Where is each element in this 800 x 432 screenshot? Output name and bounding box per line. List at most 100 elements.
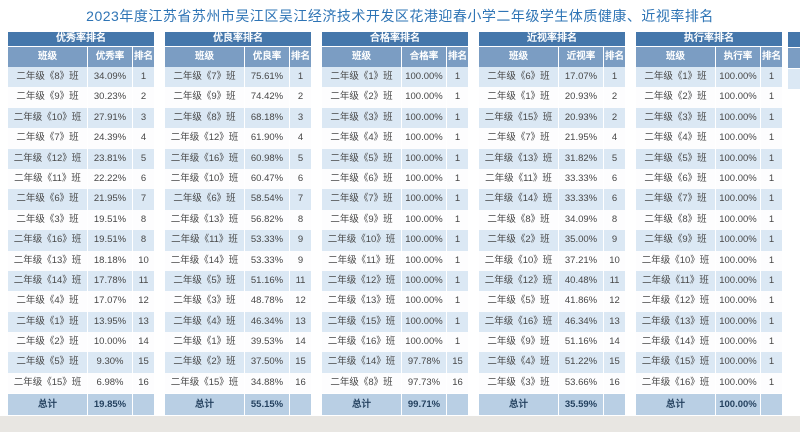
cell-class-name: 二年级《3》班 [322,107,402,129]
cell-rate-value: 48.78% [245,291,290,312]
cell-rate-value: 100.00% [402,87,447,108]
cell-rank-value: 9 [611,234,618,246]
table-row: 二年级《10》班 100.00% 1 [322,230,468,251]
table-title: 执行率排名 [636,32,782,47]
cell-rank-value: 16 [138,376,149,388]
cell-class-name: 二年级《11》班 [322,250,402,271]
cell-rate-value: 74.42% [245,87,290,108]
cell-rate-value: 51.22% [559,352,604,373]
table-row: 二年级《13》班 100.00% 1 [322,291,468,312]
cell-class-name: 二年级《4》班 [636,128,716,149]
cell-rank-value: 4 [140,132,147,144]
cell-rate-value: 97.73% [402,372,447,394]
table-row: 二年级《9》班 51.16% 14 [479,332,625,353]
table-row: 二年级《15》班 100.00% 1 [636,352,782,373]
table-row: 二年级《15》班 34.88% 16 [165,372,311,394]
cell-rate-value: 23.81% [88,148,133,169]
cell-rate-value: 100.00% [402,291,447,312]
cell-rate-value: 100.00% [402,332,447,353]
cell-rate-value: 21.95% [559,128,604,149]
cell-rank-value: 14 [609,336,620,348]
table-row: 二年级《15》班 100.00% 1 [322,311,468,333]
cell-rate-value: 100.00% [716,332,761,353]
cell-class-name: 二年级《13》班 [322,291,402,312]
cropped-table-row [788,69,800,89]
table-column-header-row: 班级 执行率 排名 [636,47,782,67]
cell-class-name: 二年级《1》班 [479,87,559,108]
table-column-header-row: 班级 近视率 排名 [479,47,625,67]
cell-class-name: 二年级《13》班 [636,311,716,333]
table-row: 二年级《6》班 100.00% 1 [636,168,782,190]
cell-class-name: 二年级《5》班 [165,270,245,292]
table-body: 二年级《6》班 17.07% 1 二年级《1》班 20.93% 2 二年级《15… [479,67,625,394]
table-total-row: 总计 35.59% [479,394,625,416]
cell-rate-value: 22.22% [88,168,133,190]
cell-rank-value: 3 [140,111,147,123]
cell-class-name: 二年级《8》班 [322,372,402,394]
cell-rank-value: 1 [454,295,461,307]
table-row: 二年级《13》班 31.82% 5 [479,148,625,169]
cell-class-name: 二年级《8》班 [636,209,716,231]
cell-rate-value: 20.93% [559,87,604,108]
column-header-rate: 合格率 [402,47,447,67]
table-row: 二年级《10》班 100.00% 1 [636,250,782,271]
cell-rank-value: 2 [297,91,304,103]
cell-rate-value: 61.90% [245,128,290,149]
cell-rate-value: 100.00% [716,168,761,190]
cell-rank-value: 12 [138,295,149,307]
cell-rank-value: 15 [138,356,149,368]
cell-rank-value: 1 [454,213,461,225]
cell-rank-value: 6 [140,172,147,184]
total-value: 35.59% [559,394,604,416]
cell-class-name: 二年级《9》班 [165,87,245,108]
table-row: 二年级《7》班 24.39% 4 [8,128,154,149]
table-row: 二年级《12》班 100.00% 1 [636,291,782,312]
table-row: 二年级《3》班 100.00% 1 [636,107,782,129]
cell-rate-value: 17.07% [559,67,604,88]
cell-rate-value: 100.00% [716,230,761,251]
cell-class-name: 二年级《9》班 [322,209,402,231]
cell-class-name: 二年级《6》班 [322,168,402,190]
column-header-rank: 排名 [447,47,468,67]
cell-rank-value: 1 [611,71,618,82]
cell-rank-value: 13 [138,315,149,327]
cell-rate-value: 46.34% [245,311,290,333]
column-header-rate: 执行率 [716,47,761,67]
table-row: 二年级《11》班 53.33% 9 [165,230,311,251]
cell-class-name: 二年级《3》班 [8,209,88,231]
table-row: 二年级《15》班 20.93% 2 [479,107,625,129]
cell-rate-value: 60.47% [245,168,290,190]
cell-class-name: 二年级《15》班 [636,352,716,373]
cell-rate-value: 100.00% [716,209,761,231]
cell-rate-value: 100.00% [402,168,447,190]
cell-rank-value: 5 [297,152,304,164]
table-row: 二年级《8》班 34.09% 1 [8,67,154,88]
cell-class-name: 二年级《4》班 [8,291,88,312]
cell-rank-value: 8 [611,213,618,225]
cell-class-name: 二年级《2》班 [479,230,559,251]
table-row: 二年级《5》班 100.00% 1 [636,148,782,169]
cell-rate-value: 100.00% [402,270,447,292]
cell-rate-value: 35.00% [559,230,604,251]
cell-class-name: 二年级《2》班 [322,87,402,108]
cell-class-name: 二年级《3》班 [636,107,716,129]
table-row: 二年级《14》班 17.78% 11 [8,270,154,292]
table-row: 二年级《9》班 100.00% 1 [322,209,468,231]
cell-class-name: 二年级《10》班 [8,107,88,129]
cell-rate-value: 51.16% [559,332,604,353]
cell-class-name: 二年级《5》班 [8,352,88,373]
cell-rank-value: 1 [297,71,304,82]
cell-rate-value: 97.78% [402,352,447,373]
cell-rate-value: 56.82% [245,209,290,231]
table-row: 二年级《2》班 37.50% 15 [165,352,311,373]
cell-rate-value: 100.00% [402,107,447,129]
table-row: 二年级《16》班 19.51% 8 [8,230,154,251]
cell-rank-value: 1 [454,172,461,184]
cell-rank-value: 2 [611,111,618,123]
cell-rank-value: 8 [140,234,147,246]
cell-rank-value: 12 [609,295,620,307]
cell-class-name: 二年级《7》班 [322,189,402,210]
table-row: 二年级《3》班 48.78% 12 [165,291,311,312]
cell-rank-value: 1 [768,172,775,184]
cell-rank-value: 3 [297,111,304,123]
